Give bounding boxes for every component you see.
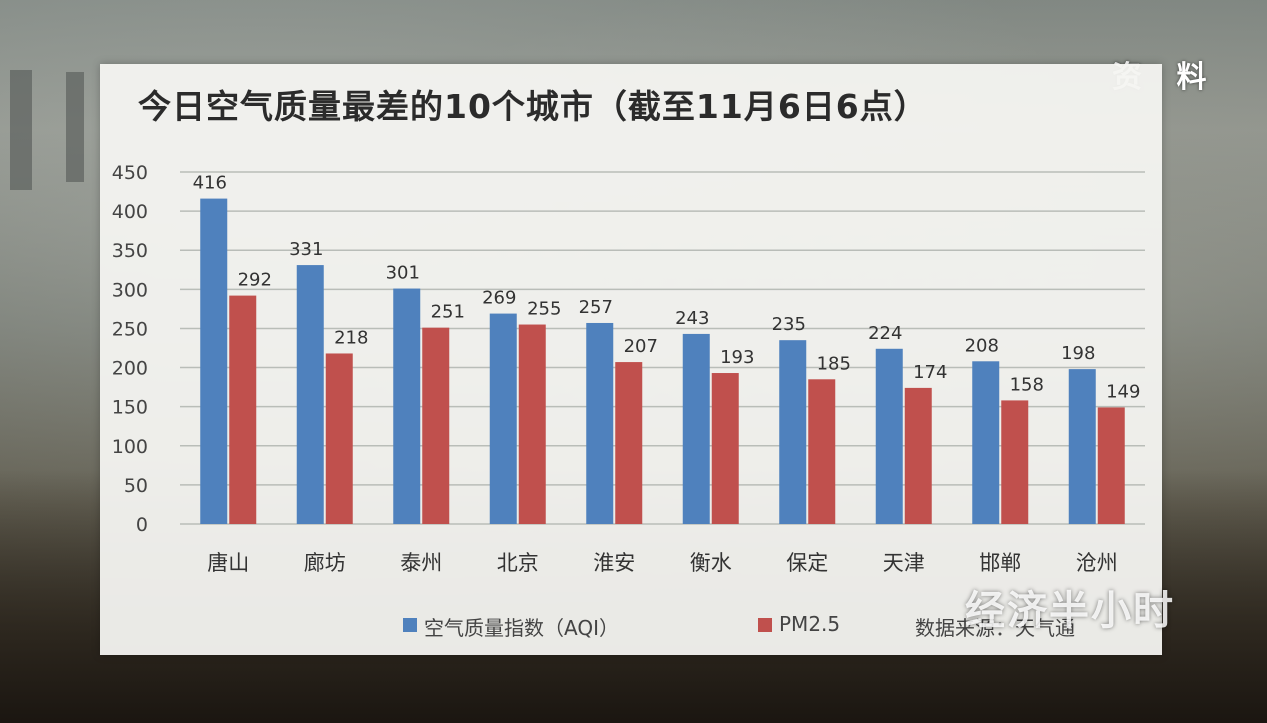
y-tick-label: 200 — [112, 358, 148, 380]
bar-aqi — [875, 348, 903, 524]
x-tick-label: 衡水 — [690, 551, 732, 575]
legend-swatch-aqi — [403, 618, 417, 632]
bar-aqi — [779, 340, 807, 524]
x-tick-label: 沧州 — [1076, 551, 1118, 575]
data-label-pm25: 251 — [431, 302, 465, 323]
bar-pm25 — [808, 379, 836, 524]
data-source-note: 数据来源：天气通 — [915, 616, 1075, 640]
bar-pm25 — [422, 327, 450, 524]
x-tick-label: 邯郸 — [979, 551, 1021, 575]
data-label-pm25: 207 — [624, 336, 658, 357]
data-label-aqi: 208 — [965, 335, 999, 356]
y-tick-label: 400 — [112, 201, 148, 223]
data-label-aqi: 235 — [772, 314, 806, 335]
legend-label-pm25: PM2.5 — [779, 612, 841, 636]
bar-aqi — [1068, 369, 1096, 524]
data-label-aqi: 224 — [868, 323, 902, 344]
x-tick-label: 唐山 — [207, 551, 249, 575]
background-building — [66, 72, 84, 182]
bar-aqi — [200, 198, 228, 524]
bar-aqi — [489, 313, 517, 524]
x-tick-label: 泰州 — [400, 551, 442, 575]
data-label-pm25: 158 — [1010, 374, 1044, 395]
legend-label-aqi: 空气质量指数（AQI） — [424, 616, 619, 640]
y-tick-label: 250 — [112, 318, 148, 340]
data-label-aqi: 416 — [193, 173, 227, 194]
background-building — [10, 70, 32, 190]
data-label-pm25: 292 — [238, 270, 272, 291]
y-tick-label: 50 — [124, 475, 148, 497]
x-tick-label: 天津 — [883, 551, 925, 575]
y-tick-label: 350 — [112, 240, 148, 262]
bar-pm25 — [711, 373, 739, 524]
chart-panel — [100, 64, 1162, 655]
data-label-pm25: 218 — [334, 327, 368, 348]
data-label-aqi: 198 — [1061, 343, 1095, 364]
data-label-pm25: 149 — [1106, 381, 1140, 402]
bar-pm25 — [229, 295, 257, 524]
bar-aqi — [586, 322, 614, 524]
bar-pm25 — [325, 353, 353, 524]
bar-aqi — [296, 265, 324, 524]
y-tick-label: 450 — [112, 162, 148, 184]
data-label-pm25: 255 — [527, 299, 561, 320]
bar-aqi — [393, 288, 421, 524]
x-tick-label: 北京 — [497, 551, 539, 575]
bar-pm25 — [1097, 407, 1125, 524]
x-tick-label: 保定 — [786, 551, 828, 575]
y-tick-label: 150 — [112, 397, 148, 419]
data-label-aqi: 257 — [579, 297, 613, 318]
y-tick-label: 100 — [112, 436, 148, 458]
data-label-aqi: 301 — [386, 263, 420, 284]
bar-pm25 — [904, 387, 932, 524]
watermark-logo: 经济半小时 — [965, 588, 1175, 634]
bar-pm25 — [1001, 400, 1029, 524]
x-tick-label: 淮安 — [593, 551, 635, 575]
bar-aqi — [682, 333, 710, 524]
data-label-aqi: 269 — [482, 288, 516, 309]
y-tick-label: 300 — [112, 279, 148, 301]
y-tick-label: 0 — [136, 514, 148, 536]
data-label-pm25: 174 — [913, 362, 947, 383]
data-label-aqi: 243 — [675, 308, 709, 329]
data-label-pm25: 185 — [817, 353, 851, 374]
bar-aqi — [972, 361, 1000, 524]
legend-swatch-pm25 — [758, 618, 772, 632]
chart-title: 今日空气质量最差的10个城市（截至11月6日6点） — [138, 87, 928, 126]
data-label-aqi: 331 — [289, 239, 323, 260]
bar-pm25 — [615, 362, 643, 524]
bar-pm25 — [518, 324, 546, 524]
x-tick-label: 廊坊 — [304, 551, 346, 575]
data-label-pm25: 193 — [720, 347, 754, 368]
